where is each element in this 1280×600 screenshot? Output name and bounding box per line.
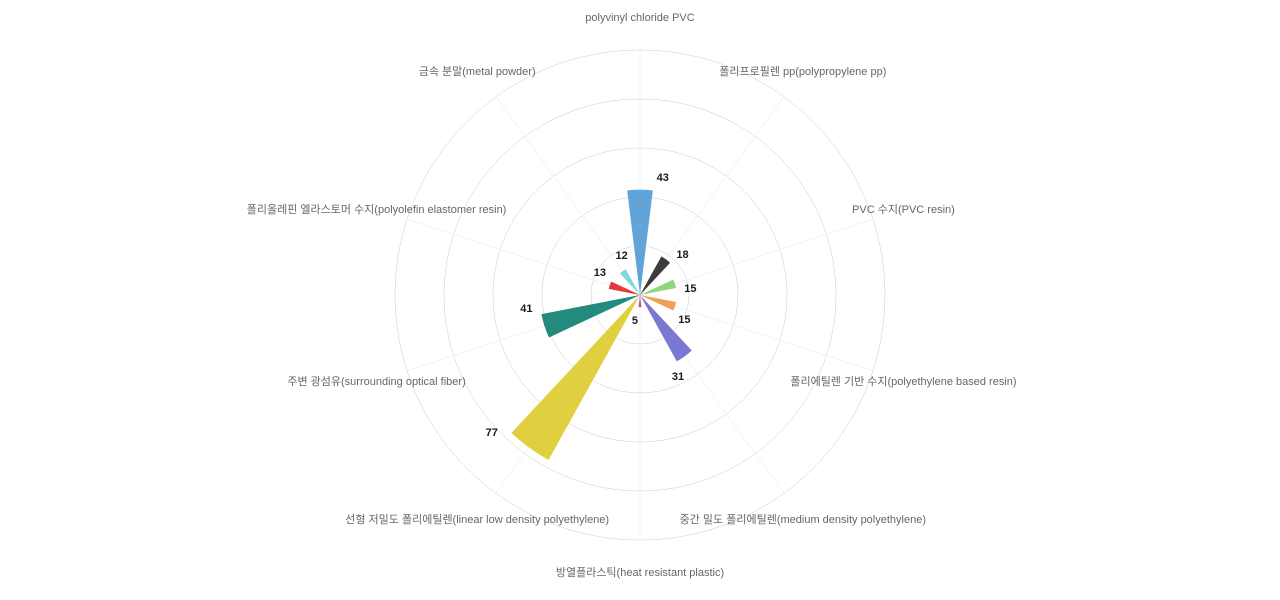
- value-label: 13: [594, 267, 606, 279]
- axis-label: 주변 광섬유(surrounding optical fiber): [287, 373, 465, 389]
- axis-label: 선형 저밀도 폴리에틸렌(linear low density polyethy…: [345, 511, 609, 527]
- grid-spoke: [496, 97, 640, 295]
- polar-rose-chart: polyvinyl chloride PVC 43 폴리프로필렌 pp(polypr…: [0, 0, 1280, 600]
- axis-label: 폴리올레핀 엘라스토머 수지(polyolefin elastomer resi…: [247, 201, 507, 217]
- axis-label: 중간 밀도 폴리에틸렌(medium density polyethylene): [680, 511, 926, 527]
- value-label: 77: [486, 427, 498, 439]
- grid-spoke: [407, 219, 640, 295]
- chart-svg: [0, 0, 1280, 600]
- axis-label: polyvinyl chloride PVC: [585, 12, 694, 24]
- axis-label: 금속 분말(metal powder): [419, 63, 536, 79]
- axis-label: PVC 수지(PVC resin): [852, 201, 955, 217]
- value-label: 15: [678, 314, 690, 326]
- axis-label: 폴리에틸렌 기반 수지(polyethylene based resin): [790, 373, 1016, 389]
- value-label: 12: [616, 250, 628, 262]
- value-label: 15: [684, 283, 696, 295]
- value-label: 41: [520, 303, 532, 315]
- value-label: 31: [672, 371, 684, 383]
- axis-label: 폴리프로필렌 pp(polypropylene pp): [719, 63, 886, 79]
- axis-label: 방열플라스틱(heat resistant plastic): [556, 564, 724, 580]
- value-label: 43: [657, 172, 669, 184]
- value-label: 5: [632, 315, 638, 327]
- value-label: 18: [676, 249, 688, 261]
